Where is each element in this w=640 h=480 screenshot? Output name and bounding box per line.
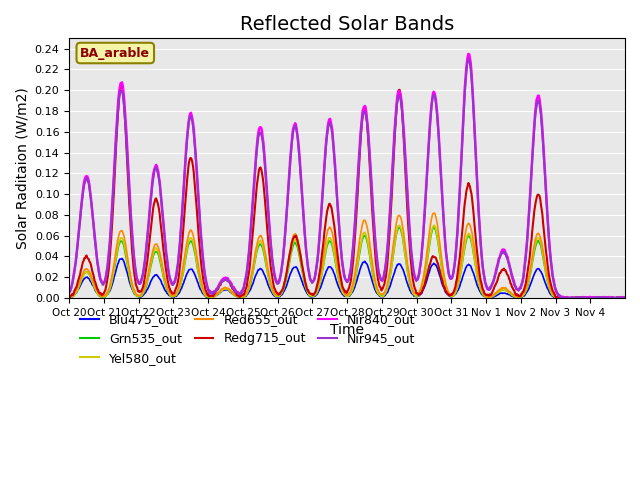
Grn535_out <box>436 255 444 261</box>
Redg715_out <box>405 234 413 240</box>
Redg715_out <box>65 295 73 300</box>
Line: Nir945_out: Nir945_out <box>69 60 625 298</box>
Line: Redg715_out: Redg715_out <box>69 85 625 298</box>
X-axis label: Time: Time <box>330 323 364 337</box>
Blu475_out <box>436 274 444 280</box>
Nir945_out <box>281 231 289 237</box>
Grn535_out <box>621 295 629 301</box>
Red655_out <box>233 292 241 298</box>
Yel580_out <box>233 293 241 299</box>
Text: BA_arable: BA_arable <box>80 47 150 60</box>
Yel580_out <box>65 295 73 301</box>
Nir840_out <box>281 230 289 236</box>
Yel580_out <box>131 290 138 296</box>
Line: Nir840_out: Nir840_out <box>69 54 625 298</box>
Nir840_out <box>131 257 138 263</box>
Nir840_out <box>465 51 472 57</box>
Redg715_out <box>282 274 290 279</box>
Grn535_out <box>405 277 413 283</box>
Red655_out <box>260 244 268 250</box>
Red655_out <box>281 276 289 282</box>
Blu475_out <box>621 295 629 300</box>
Yel580_out <box>404 273 412 279</box>
Blu475_out <box>261 273 269 278</box>
Red655_out <box>556 295 564 301</box>
Nir840_out <box>233 288 241 294</box>
Blu475_out <box>234 294 241 300</box>
Red655_out <box>65 294 73 300</box>
Yel580_out <box>436 254 444 260</box>
Grn535_out <box>65 295 73 300</box>
Redg715_out <box>234 292 241 298</box>
Grn535_out <box>281 282 289 288</box>
Grn535_out <box>260 252 268 257</box>
Yel580_out <box>621 295 629 301</box>
Yel580_out <box>431 222 438 228</box>
Line: Yel580_out: Yel580_out <box>69 225 625 298</box>
Grn535_out <box>553 295 561 301</box>
Line: Blu475_out: Blu475_out <box>69 259 625 298</box>
Blu475_out <box>405 285 413 290</box>
Blu475_out <box>556 295 563 301</box>
Nir945_out <box>465 57 473 62</box>
Y-axis label: Solar Raditaion (W/m2): Solar Raditaion (W/m2) <box>15 87 29 249</box>
Nir945_out <box>621 294 629 300</box>
Nir945_out <box>233 290 241 296</box>
Nir945_out <box>436 148 444 154</box>
Grn535_out <box>233 293 241 299</box>
Title: Reflected Solar Bands: Reflected Solar Bands <box>240 15 454 34</box>
Redg715_out <box>261 196 269 202</box>
Nir945_out <box>404 209 412 215</box>
Redg715_out <box>621 295 629 300</box>
Legend: Blu475_out, Grn535_out, Yel580_out, Red655_out, Redg715_out, Nir840_out, Nir945_: Blu475_out, Grn535_out, Yel580_out, Red6… <box>76 308 420 370</box>
Blu475_out <box>282 285 290 290</box>
Red655_out <box>404 266 412 272</box>
Nir840_out <box>404 206 412 212</box>
Nir840_out <box>65 289 73 295</box>
Nir945_out <box>260 153 268 158</box>
Grn535_out <box>131 290 138 296</box>
Blu475_out <box>131 291 139 297</box>
Yel580_out <box>281 280 289 286</box>
Grn535_out <box>395 224 403 230</box>
Red655_out <box>436 244 444 250</box>
Yel580_out <box>260 249 268 254</box>
Red655_out <box>431 210 438 216</box>
Yel580_out <box>556 295 563 301</box>
Nir840_out <box>260 148 268 154</box>
Redg715_out <box>118 83 125 88</box>
Blu475_out <box>65 295 73 300</box>
Line: Red655_out: Red655_out <box>69 213 625 298</box>
Red655_out <box>621 295 629 301</box>
Redg715_out <box>131 276 139 282</box>
Redg715_out <box>558 295 566 301</box>
Nir840_out <box>557 295 565 301</box>
Nir840_out <box>436 145 444 151</box>
Line: Grn535_out: Grn535_out <box>69 227 625 298</box>
Nir945_out <box>65 289 73 295</box>
Blu475_out <box>118 256 126 262</box>
Redg715_out <box>436 270 444 276</box>
Nir945_out <box>557 295 565 301</box>
Nir840_out <box>621 295 629 301</box>
Nir945_out <box>131 260 138 265</box>
Red655_out <box>131 287 138 293</box>
